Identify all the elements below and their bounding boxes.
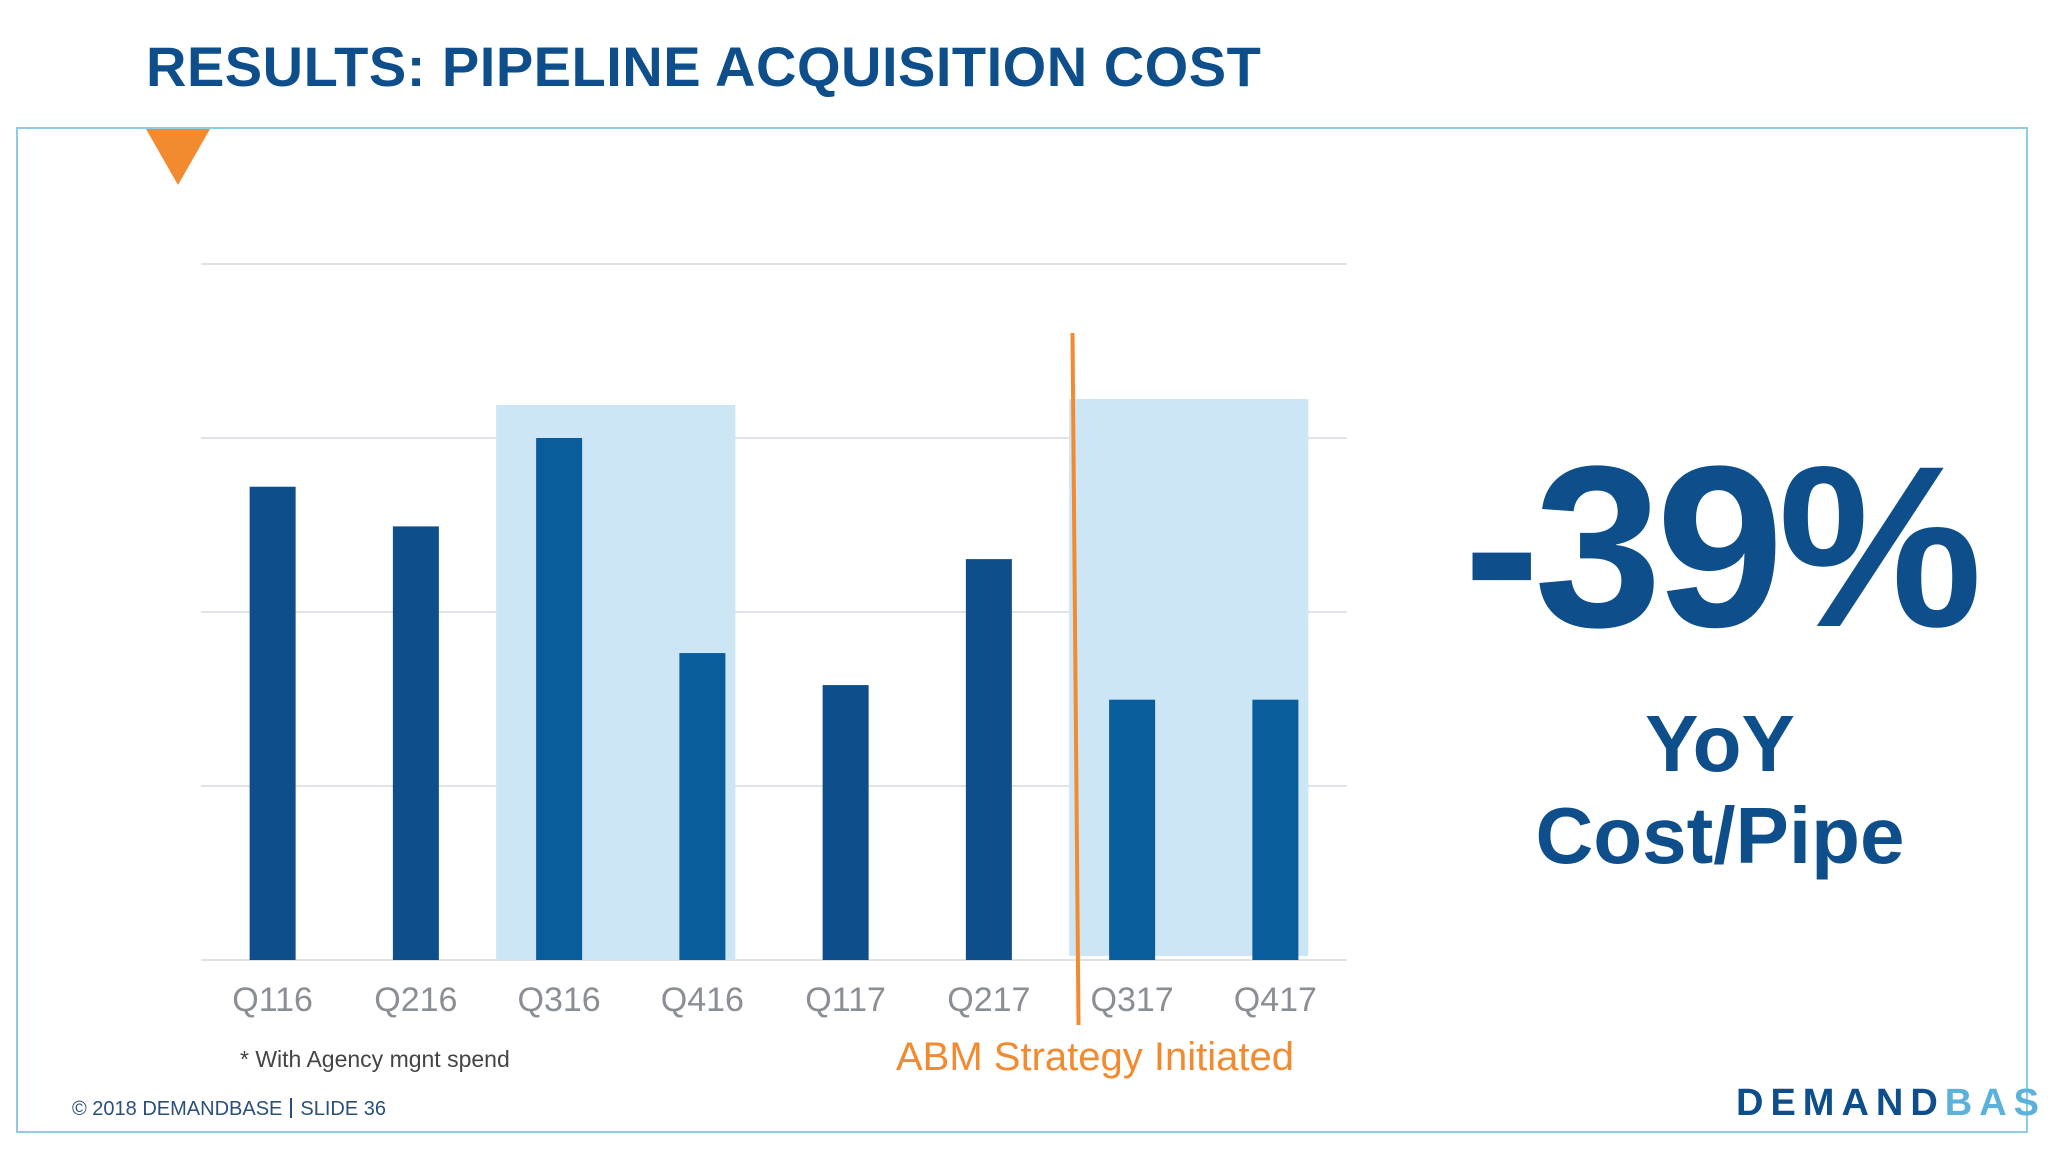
footnote: * With Agency mgnt spend	[240, 1046, 510, 1072]
highlight-bands	[496, 399, 1309, 960]
kpi-value: -39%	[1463, 418, 1983, 675]
kpi-label-yoy: YoY	[1645, 699, 1795, 788]
logo-part-demand: DEMAND	[1736, 1082, 1945, 1124]
demandbase-logo: DEMANDBASE	[1736, 1082, 2048, 1125]
tick-label-q116: Q116	[232, 981, 313, 1019]
logo-part-base: BASE	[1944, 1082, 2048, 1124]
footer-copyright: © 2018 DEMANDBASE	[72, 1098, 283, 1120]
bar-q417	[1252, 699, 1299, 960]
bars	[249, 438, 1299, 960]
tick-label-q216: Q216	[374, 981, 457, 1019]
bar-q116	[249, 486, 296, 960]
kpi-label-cost-pipe: Cost/Pipe	[1535, 791, 1905, 880]
tick-label-q316: Q316	[518, 981, 601, 1019]
bar-q117	[822, 685, 869, 960]
footer-separator	[290, 1098, 293, 1118]
tick-label-q417: Q417	[1234, 981, 1317, 1019]
slide-title: RESULTS: PIPELINE ACQUISITION COST	[146, 35, 1262, 98]
footer-slide-number: SLIDE 36	[300, 1098, 386, 1120]
x-axis-tick-labels: Q116 Q216 Q316 Q416 Q117 Q217 Q317 Q417	[232, 981, 1317, 1019]
abm-annotation-label: ABM Strategy Initiated	[896, 1035, 1294, 1079]
orange-triangle-marker	[146, 129, 210, 185]
annotation-line-group	[1070, 332, 1081, 1026]
tick-label-q317: Q317	[1091, 981, 1174, 1019]
footer: © 2018 DEMANDBASE SLIDE 36	[72, 1098, 386, 1121]
bar-q217	[965, 559, 1012, 960]
bar-q317	[1109, 699, 1156, 960]
tick-label-q117: Q117	[805, 981, 886, 1019]
tick-label-q416: Q416	[661, 981, 744, 1019]
content-frame	[16, 127, 2028, 1133]
bar-q416	[679, 653, 726, 960]
bar-q316	[536, 438, 583, 960]
tick-label-q217: Q217	[947, 981, 1030, 1019]
abm-annotation-line	[1070, 332, 1081, 1026]
bar-q216	[392, 526, 439, 960]
